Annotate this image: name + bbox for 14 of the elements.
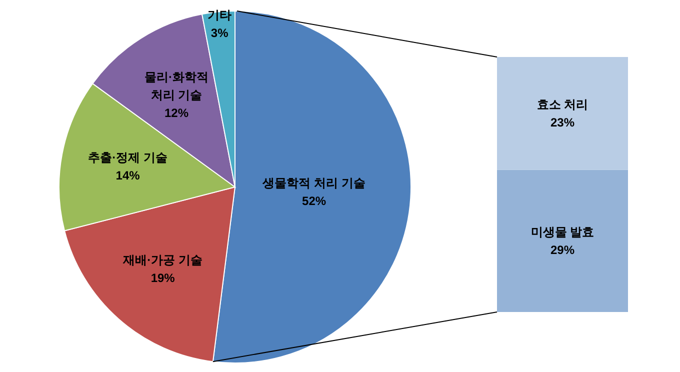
data-label: 3% bbox=[210, 26, 229, 40]
data-label: 12% bbox=[164, 106, 189, 120]
series-label: 효소 처리 bbox=[536, 97, 588, 112]
data-label: 19% bbox=[150, 270, 176, 285]
slice-label: 물리·화학적 처리 기술 bbox=[144, 70, 209, 102]
slice-label: 생물학적 처리 기술 bbox=[262, 176, 366, 190]
slice-label: 재배·가공 기술 bbox=[122, 252, 203, 267]
slice-label: 기타 bbox=[208, 8, 232, 22]
slice-label: 추출·정제 기술 bbox=[88, 150, 168, 165]
series-label: 미생물 발효 bbox=[530, 224, 594, 239]
data-label: 14% bbox=[116, 168, 140, 183]
data-label: 29% bbox=[550, 242, 575, 257]
data-label: 23% bbox=[550, 115, 575, 130]
data-label: 52% bbox=[302, 194, 326, 208]
